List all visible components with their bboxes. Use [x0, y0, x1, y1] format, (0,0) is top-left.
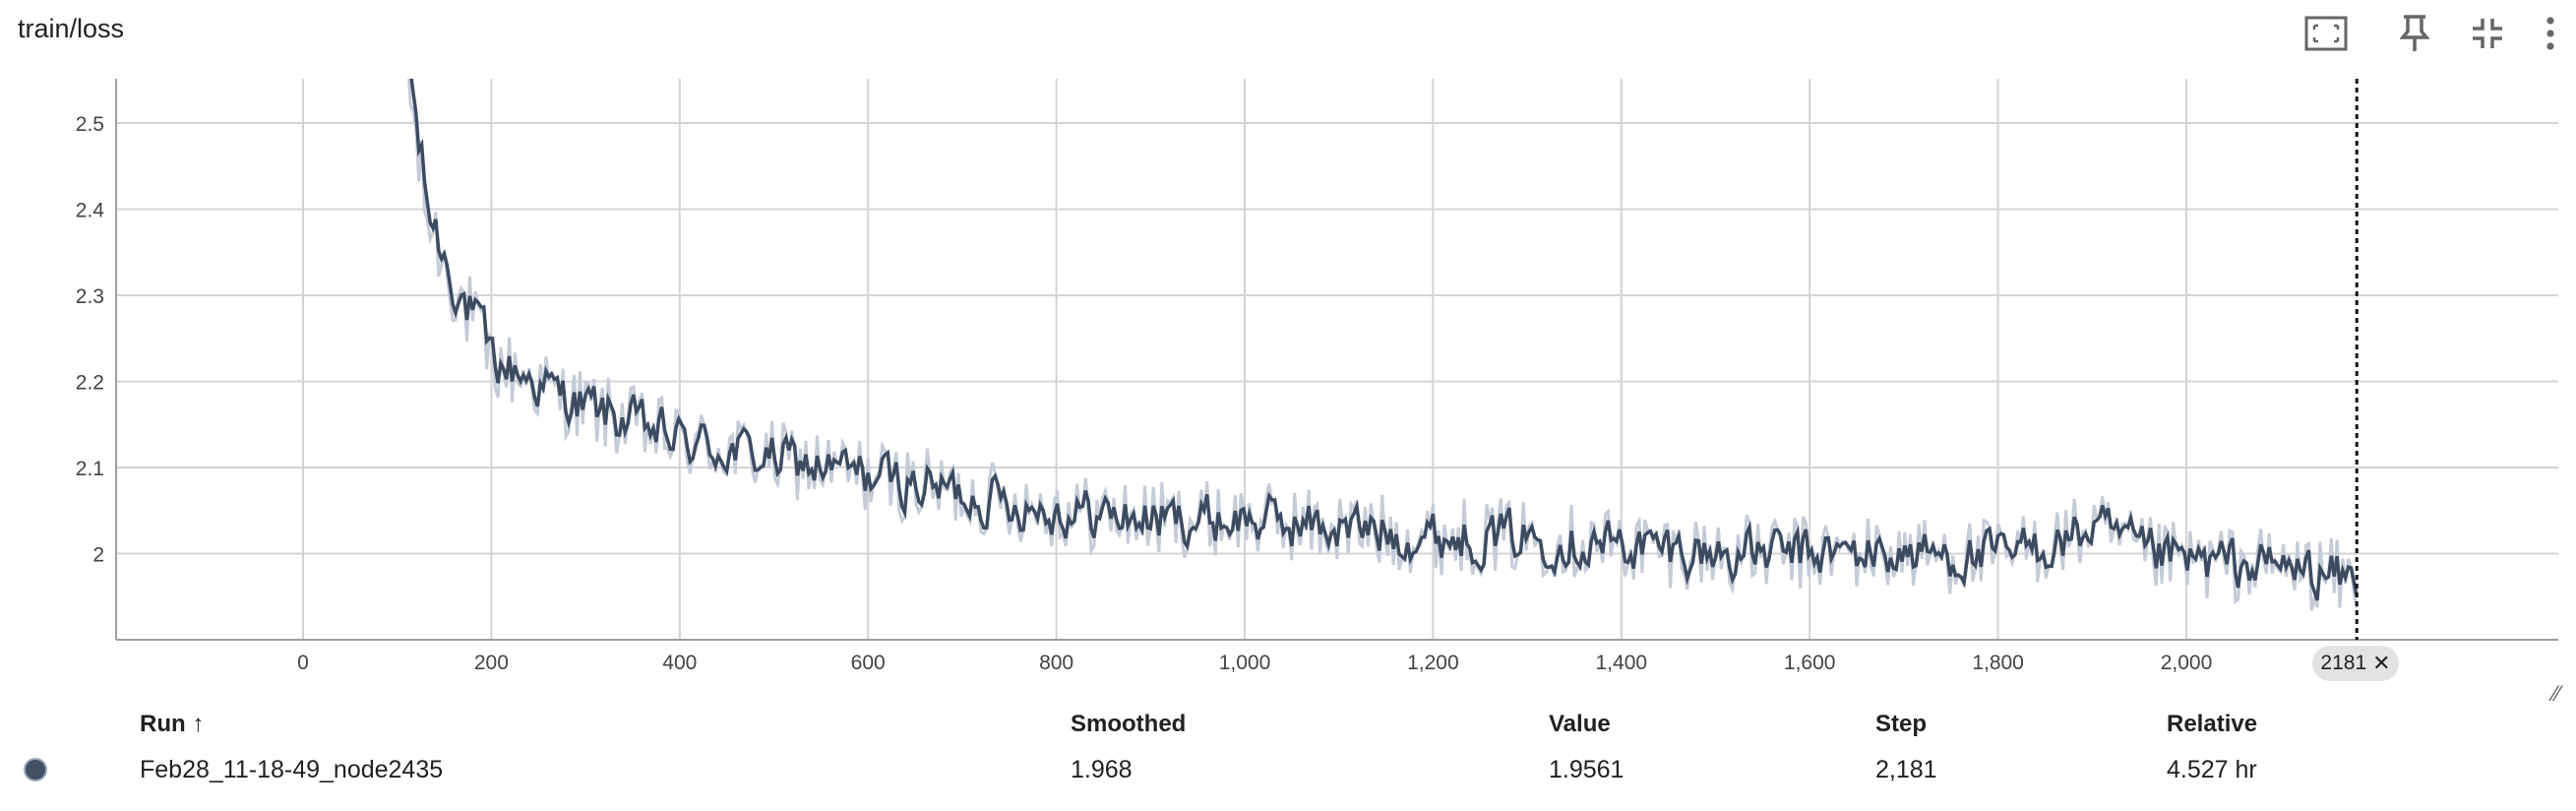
y-tick-label: 2.5	[76, 113, 104, 136]
run-table: Run ↑ Smoothed Value Step Relative Feb28…	[0, 699, 2576, 811]
x-tick-label: 1,200	[1407, 652, 1459, 674]
loss-chart[interactable]: 0 200 400 600 800 1,000 1,200 1,400 1,600 1,800 2,…	[0, 0, 2576, 699]
x-tick-label: 1,400	[1596, 652, 1648, 674]
close-icon[interactable]: ✕	[2372, 651, 2391, 675]
resize-handle-icon[interactable]: ⁄⁄	[2552, 681, 2560, 706]
header-step[interactable]: Step	[1875, 711, 1928, 737]
x-tick-label: 400	[662, 652, 697, 674]
x-tick-label: 200	[474, 652, 509, 674]
x-tick-label: 0	[297, 652, 309, 674]
y-tick-label: 2.4	[76, 200, 105, 222]
more-menu-button[interactable]	[2525, 8, 2576, 59]
collapse-button[interactable]	[2462, 8, 2513, 59]
run-name: Feb28_11-18-49_node2435	[140, 756, 444, 783]
y-tick-label: 2	[92, 544, 104, 567]
series-smoothed-line	[409, 79, 2359, 601]
x-tick-label: 1,000	[1219, 652, 1271, 674]
x-tick-label: 2,000	[2161, 652, 2213, 674]
pin-button[interactable]	[2389, 8, 2440, 59]
header-value[interactable]: Value	[1549, 711, 1611, 737]
x-tick-label: 1,800	[1972, 652, 2024, 674]
x-tick-label: 1,600	[1784, 652, 1836, 674]
x-tick-label: 600	[851, 652, 886, 674]
run-color-dot[interactable]	[24, 758, 47, 781]
more-vert-icon	[2546, 17, 2554, 50]
relative-time: 4.527 hr	[2167, 756, 2257, 783]
fit-domain-button[interactable]	[2300, 8, 2352, 59]
series-raw-line	[407, 79, 2359, 611]
header-relative[interactable]: Relative	[2167, 711, 2258, 737]
smoothed-value: 1.968	[1071, 756, 1133, 783]
collapse-icon	[2473, 19, 2502, 48]
card-title: train/loss	[18, 14, 125, 43]
cursor-step-label: 2181	[2320, 652, 2367, 674]
card-toolbar	[2281, 8, 2576, 59]
y-tick-label: 2.1	[76, 458, 104, 480]
header-smoothed[interactable]: Smoothed	[1071, 711, 1187, 737]
header-run[interactable]: Run ↑	[140, 711, 205, 737]
pin-icon	[2400, 15, 2429, 51]
fit-domain-icon	[2304, 16, 2348, 51]
raw-value: 1.9561	[1549, 756, 1625, 783]
y-tick-label: 2.2	[76, 372, 104, 395]
step-value: 2,181	[1875, 756, 1937, 783]
x-tick-label: 800	[1039, 652, 1073, 674]
y-tick-label: 2.3	[76, 285, 104, 308]
cursor-step-chip[interactable]: 2181 ✕	[2312, 646, 2399, 681]
